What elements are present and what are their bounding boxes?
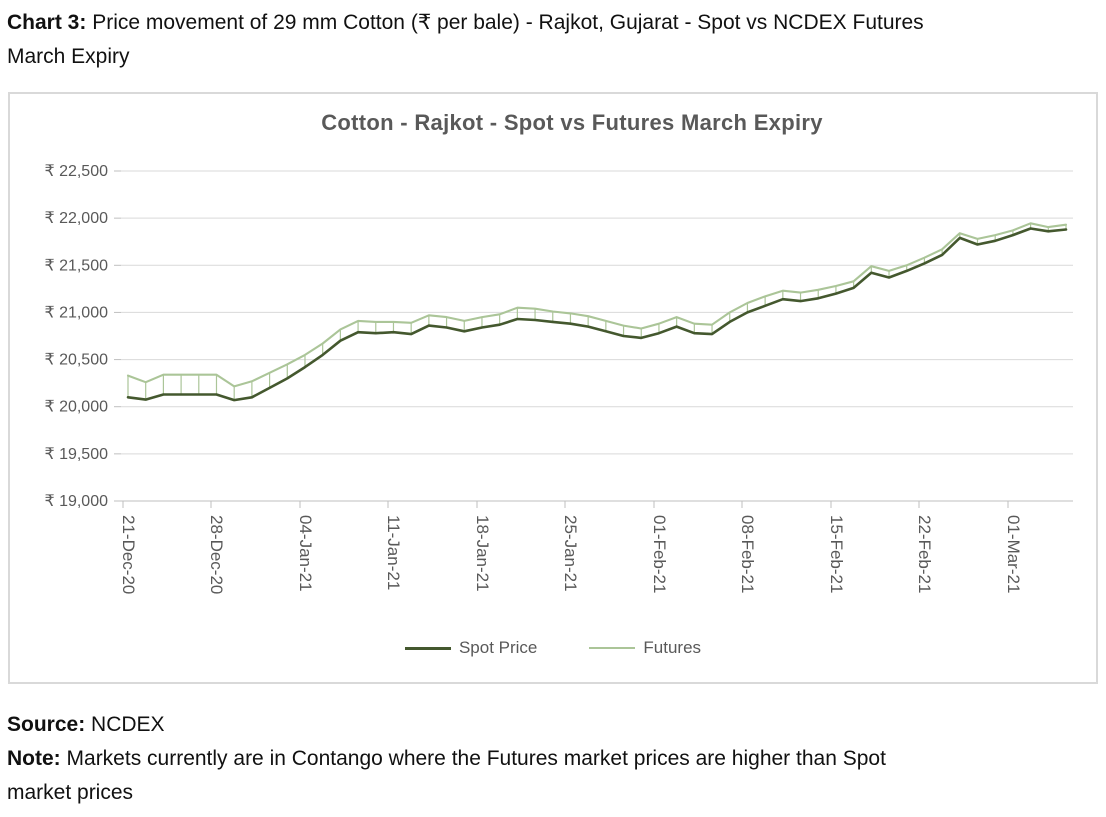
x-axis-label: 25-Jan-21 xyxy=(561,515,580,592)
x-axis-label: 01-Mar-21 xyxy=(1004,515,1023,593)
y-axis-label: ₹ 20,000 xyxy=(44,399,108,416)
x-axis-label: 22-Feb-21 xyxy=(915,515,934,593)
y-axis-label: ₹ 21,000 xyxy=(44,304,108,321)
y-axis-label: ₹ 19,000 xyxy=(44,493,108,510)
legend-item-spot: Spot Price xyxy=(404,638,538,658)
legend-label-spot: Spot Price xyxy=(458,638,538,657)
futures-line-swatch xyxy=(589,646,636,650)
source-value: NCDEX xyxy=(91,713,165,736)
y-axis-label: ₹ 22,000 xyxy=(44,210,108,227)
contango-note: Note: Markets currently are in Contango … xyxy=(7,742,1047,810)
futures-line xyxy=(126,222,1068,388)
chart-caption-line2: March Expiry xyxy=(7,45,130,68)
chart-caption-label: Chart 3: xyxy=(7,11,87,34)
y-axis-label: ₹ 20,500 xyxy=(44,352,108,369)
note-label: Note: xyxy=(7,747,61,770)
x-axis-label: 15-Feb-21 xyxy=(827,515,846,593)
legend-label-futures: Futures xyxy=(643,638,702,657)
y-axis-label: ₹ 19,500 xyxy=(44,446,108,463)
x-axis-label: 28-Dec-20 xyxy=(207,515,226,594)
y-axis-label: ₹ 22,500 xyxy=(44,163,108,180)
x-axis-label: 21-Dec-20 xyxy=(119,515,138,594)
x-axis-label: 04-Jan-21 xyxy=(296,515,315,592)
note-text-line1: Markets currently are in Contango where … xyxy=(66,747,886,770)
chart-caption: Chart 3: Price movement of 29 mm Cotton … xyxy=(7,6,1047,74)
spot-line-swatch xyxy=(404,646,451,650)
note-text-line2: market prices xyxy=(7,781,134,804)
chart-legend: Spot Price Futures xyxy=(10,638,1096,658)
x-axis-label: 01-Feb-21 xyxy=(650,515,669,593)
source-label: Source: xyxy=(7,713,86,736)
x-axis-label: 18-Jan-21 xyxy=(473,515,492,592)
chart-title: Cotton - Rajkot - Spot vs Futures March … xyxy=(321,110,823,135)
spot-price-line xyxy=(126,227,1068,402)
legend-item-futures: Futures xyxy=(589,638,701,658)
x-axis-label: 08-Feb-21 xyxy=(738,515,757,593)
price-line-chart: ₹ 19,000 ₹ 19,500 ₹ 20,000 ₹ 20,500 ₹ 21,000… xyxy=(44,163,1073,594)
y-axis-label: ₹ 21,500 xyxy=(44,257,108,274)
x-axis-label: 11-Jan-21 xyxy=(384,515,403,590)
chart-figure: Cotton - Rajkot - Spot vs Futures March … xyxy=(8,92,1098,684)
chart-caption-text: Price movement of 29 mm Cotton (₹ per ba… xyxy=(92,11,924,34)
source-note: Source: NCDEX xyxy=(7,708,165,742)
